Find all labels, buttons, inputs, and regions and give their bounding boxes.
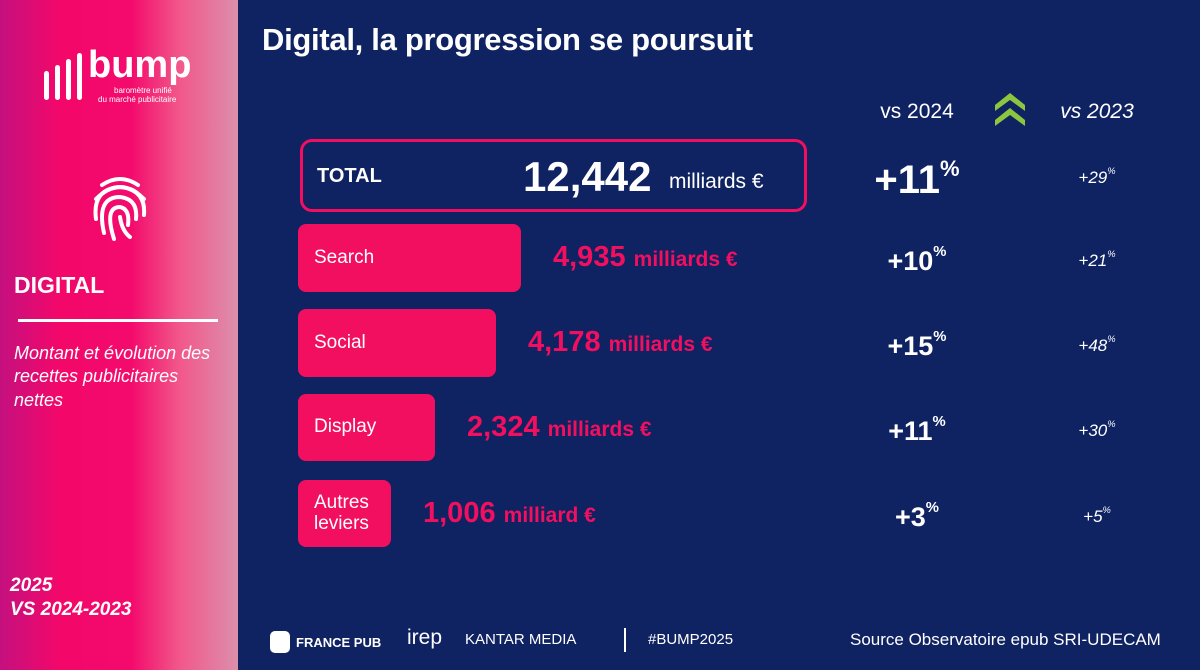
period-compare: VS 2024-2023 [10,599,132,620]
bump-logo: bump baromètre unifié du marché publicit… [42,44,202,110]
bar-label: Search [314,246,375,268]
vs2023-value: +21% [1078,249,1116,270]
bar-0: Search [298,224,521,292]
fingerprint-icon [93,177,147,241]
bar-1: Social [298,309,496,377]
header-vs2024: vs 2024 [880,100,954,123]
bar-value: 4,178 milliards € [528,326,713,358]
bar-label: Display [314,416,377,438]
header-vs2023: vs 2023 [1060,100,1134,123]
bar-value: 4,935 milliards € [553,241,738,273]
vs2023-value: +5% [1083,505,1111,526]
bar-value: 2,324 milliards € [467,411,652,443]
footer-divider [624,628,626,652]
total-vs2024: +11% [874,156,960,202]
page-title: Digital, la progression se poursuit [262,22,753,57]
total-value: 12,442 [523,153,652,200]
bar-3: Autres leviers [298,480,391,547]
vs2024-value: +3% [895,500,939,532]
footer-irep: irep [407,626,443,649]
vs2024-value: +15% [887,329,947,361]
vs2024-value: +11% [888,414,946,446]
footer-source: Source Observatoire epub SRI-UDECAM [850,630,1161,649]
bars-logo-icon [44,53,82,100]
footer-hashtag: #BUMP2025 [648,631,734,648]
bar-label: Autres leviers [314,491,369,534]
francepub-logo-icon [270,631,290,653]
left-panel: bump baromètre unifié du marché publicit… [0,0,238,670]
vs2024-value: +10% [887,244,947,276]
vs2023-value: +30% [1078,419,1116,440]
footer-francepub: FRANCE PUB [270,631,381,653]
total-unit: milliards € [669,170,764,193]
footer-kantar: KANTAR MEDIA [465,631,577,648]
description: Montant et évolution des recettes public… [14,343,211,410]
period-year: 2025 [10,575,53,596]
section-title: DIGITAL [14,272,105,298]
double-chevron-up-icon [995,93,1025,126]
bar-label: Social [314,331,366,353]
total-box: TOTAL 12,442 milliards € [300,139,807,212]
vs2023-value: +48% [1078,334,1116,355]
divider [18,319,218,322]
total-vs2023: +29% [1078,166,1116,187]
bar-value: 1,006 milliard € [423,497,596,529]
bar-2: Display [298,394,435,461]
total-label: TOTAL [317,165,382,187]
